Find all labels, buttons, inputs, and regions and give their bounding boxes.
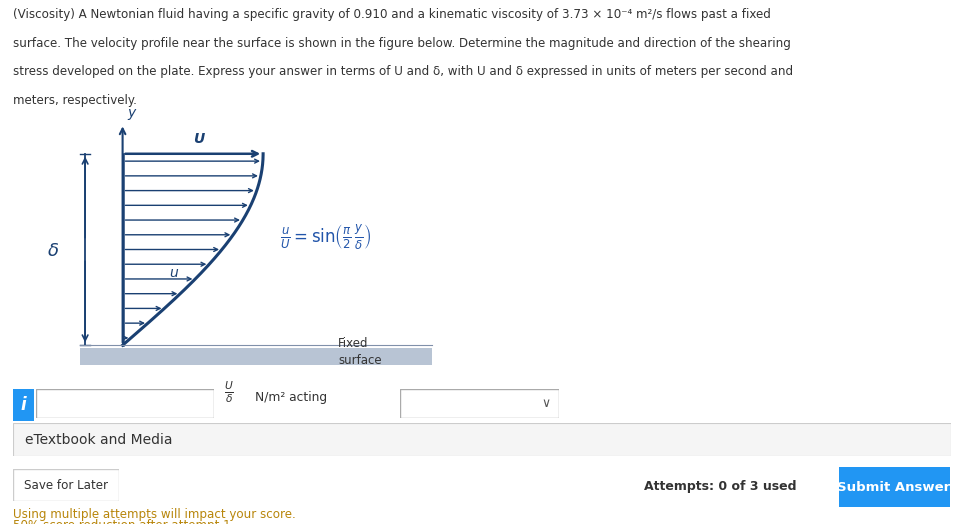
Text: eTextbook and Media: eTextbook and Media (25, 433, 173, 446)
Text: Fixed
surface: Fixed surface (338, 337, 382, 367)
Text: Submit Answer: Submit Answer (838, 481, 951, 494)
Text: y: y (127, 105, 136, 119)
Text: i: i (20, 396, 26, 414)
Text: surface. The velocity profile near the surface is shown in the figure below. Det: surface. The velocity profile near the s… (13, 37, 790, 50)
Bar (80, 348, 432, 365)
Text: meters, respectively.: meters, respectively. (13, 94, 137, 107)
Text: ∨: ∨ (542, 397, 551, 410)
Text: N/m² acting: N/m² acting (255, 391, 328, 403)
Text: $\frac{U}{\delta}$: $\frac{U}{\delta}$ (224, 379, 233, 405)
Text: $\frac{u}{U}=\sin\!\left(\frac{\pi}{2}\,\frac{y}{\delta}\right)$: $\frac{u}{U}=\sin\!\left(\frac{\pi}{2}\,… (280, 222, 371, 251)
Text: Using multiple attempts will impact your score.: Using multiple attempts will impact your… (13, 508, 295, 521)
Text: δ: δ (47, 242, 59, 259)
Text: stress developed on the plate. Express your answer in terms of ​U​ and δ, with ​: stress developed on the plate. Express y… (13, 66, 792, 79)
Text: Save for Later: Save for Later (23, 479, 108, 492)
Text: 50% score reduction after attempt 1: 50% score reduction after attempt 1 (13, 519, 230, 524)
Text: u: u (170, 266, 178, 280)
Text: (Viscosity) A Newtonian fluid having a specific gravity of 0.910 and a kinematic: (Viscosity) A Newtonian fluid having a s… (13, 8, 770, 21)
Text: U: U (193, 132, 204, 146)
Text: Attempts: 0 of 3 used: Attempts: 0 of 3 used (644, 480, 796, 493)
